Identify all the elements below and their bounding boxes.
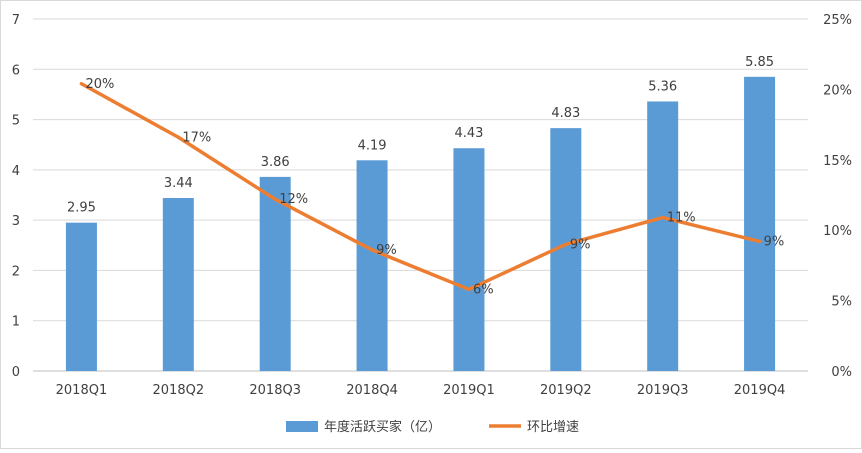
y-right-tick-label: 25% — [823, 13, 852, 28]
y-right-tick-label: 15% — [823, 154, 852, 169]
y-right-tick-label: 10% — [823, 224, 852, 239]
bar — [163, 198, 194, 371]
x-tick-label: 2019Q1 — [443, 383, 495, 398]
bar-data-label: 2.95 — [67, 201, 96, 216]
x-tick-label: 2019Q3 — [637, 383, 689, 398]
line-data-label: 11% — [667, 211, 696, 226]
x-tick-label: 2019Q2 — [540, 383, 592, 398]
bar — [453, 148, 484, 371]
line-data-label: 9% — [764, 234, 785, 249]
line-data-label: 9% — [376, 243, 397, 258]
y-left-tick-label: 0 — [12, 365, 20, 380]
legend-label-line: 环比增速 — [527, 420, 579, 435]
line-data-label: 12% — [279, 192, 308, 207]
bar-data-label: 4.43 — [454, 126, 483, 141]
y-left-tick-label: 5 — [12, 114, 20, 129]
bar — [647, 101, 678, 371]
line-data-label: 20% — [85, 77, 114, 92]
bar — [357, 160, 388, 371]
y-right-tick-label: 20% — [823, 83, 852, 98]
y-right-tick-label: 0% — [831, 365, 852, 380]
bar-data-label: 4.83 — [551, 106, 580, 121]
legend: 年度活跃买家（亿） 环比增速 — [286, 419, 579, 435]
y-left-tick-label: 6 — [12, 63, 20, 78]
y-left-tick-label: 3 — [12, 214, 20, 229]
y-left-tick-label: 1 — [12, 315, 20, 330]
y-right-tick-label: 5% — [831, 295, 852, 310]
legend-label-bar: 年度活跃买家（亿） — [324, 419, 441, 435]
y-left-tick-label: 2 — [12, 264, 20, 279]
x-tick-label: 2019Q4 — [734, 383, 786, 398]
x-tick-label: 2018Q1 — [56, 383, 108, 398]
bar — [66, 223, 97, 371]
bar-data-label: 3.86 — [261, 155, 290, 170]
bar-data-label: 4.19 — [358, 138, 387, 153]
bar — [744, 77, 775, 371]
y-left-tick-label: 4 — [12, 164, 20, 179]
x-tick-label: 2018Q4 — [346, 383, 398, 398]
bar-data-label: 5.85 — [745, 55, 774, 70]
line-data-label: 9% — [570, 237, 591, 252]
bar-data-label: 3.44 — [164, 176, 193, 191]
x-tick-label: 2018Q2 — [153, 383, 205, 398]
x-tick-label: 2018Q3 — [249, 383, 301, 398]
y-left-tick-label: 7 — [12, 13, 20, 28]
line-data-label: 17% — [182, 130, 211, 145]
line-data-label: 6% — [473, 282, 494, 297]
legend-swatch-bar — [286, 421, 318, 432]
bar-data-label: 5.36 — [648, 79, 677, 94]
